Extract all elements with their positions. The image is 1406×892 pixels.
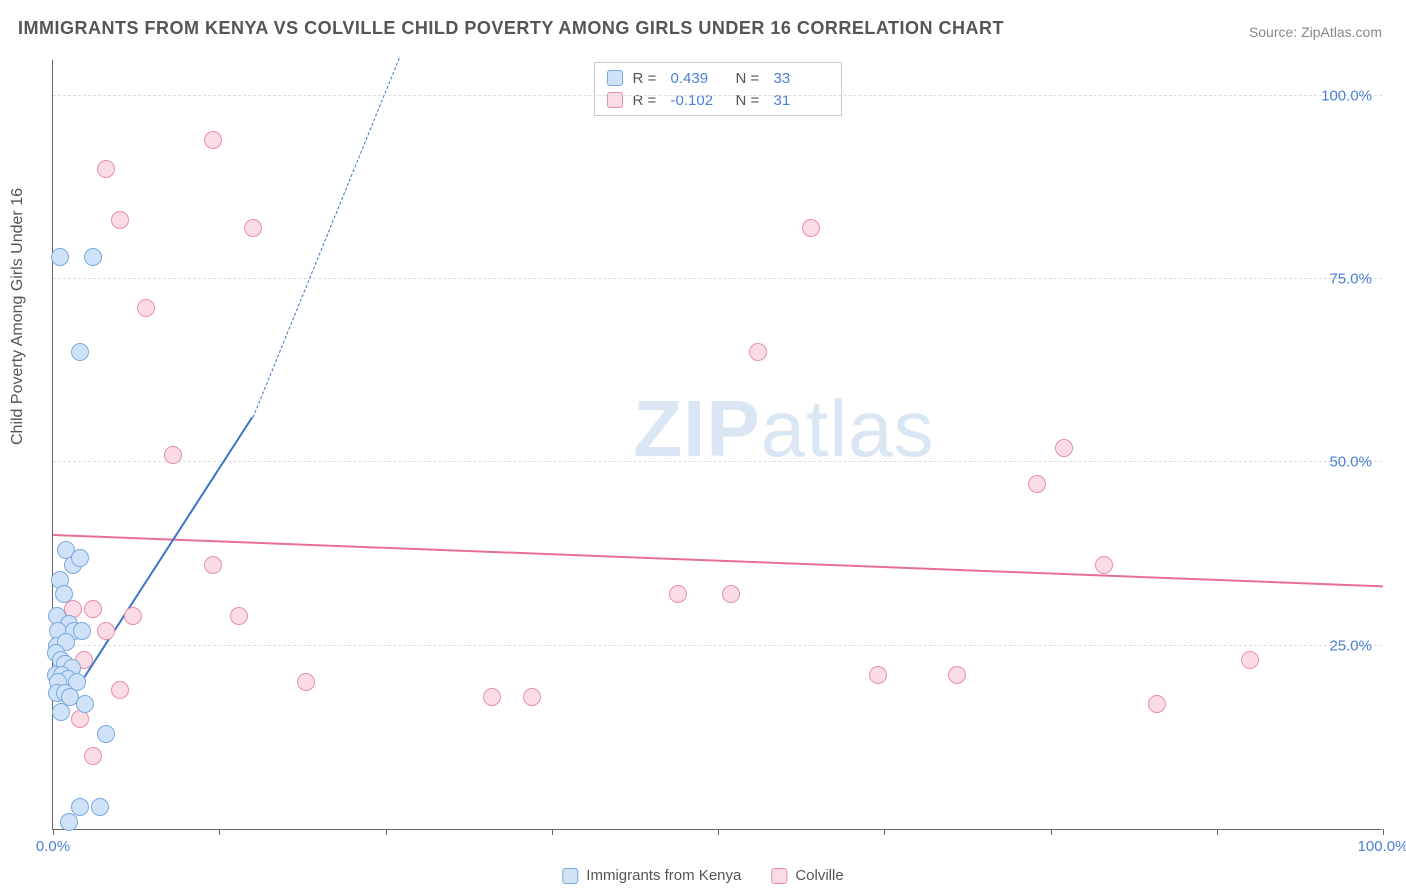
data-point-series-b [84, 747, 102, 765]
data-point-series-b [204, 556, 222, 574]
data-point-series-b [297, 673, 315, 691]
legend-row-series-a: R = 0.439 N = 33 [607, 67, 829, 89]
legend-swatch-icon [771, 868, 787, 884]
data-point-series-b [483, 688, 501, 706]
gridline [53, 278, 1382, 279]
data-point-series-a [51, 248, 69, 266]
data-point-series-b [97, 622, 115, 640]
data-point-series-b [124, 607, 142, 625]
data-point-series-b [1055, 439, 1073, 457]
data-point-series-a [71, 549, 89, 567]
data-point-series-a [76, 695, 94, 713]
legend-label-series-a: Immigrants from Kenya [586, 867, 741, 884]
data-point-series-b [1028, 475, 1046, 493]
data-point-series-b [1241, 651, 1259, 669]
y-axis-label: Child Poverty Among Girls Under 16 [9, 188, 27, 445]
data-point-series-b [111, 211, 129, 229]
gridline [53, 461, 1382, 462]
legend-row-series-b: R = -0.102 N = 31 [607, 89, 829, 111]
x-tick [884, 829, 885, 835]
x-tick [1383, 829, 1384, 835]
watermark-light: atlas [761, 384, 935, 473]
trend-line [53, 534, 1383, 587]
data-point-series-a [73, 622, 91, 640]
data-point-series-b [669, 585, 687, 603]
watermark-bold: ZIP [633, 384, 760, 473]
legend-item-series-a: Immigrants from Kenya [562, 867, 741, 884]
legend-swatch-icon [562, 868, 578, 884]
data-point-series-b [244, 219, 262, 237]
data-point-series-b [137, 299, 155, 317]
data-point-series-b [230, 607, 248, 625]
data-point-series-b [111, 681, 129, 699]
x-tick [53, 829, 54, 835]
x-tick [718, 829, 719, 835]
trend-line-extrapolated [252, 58, 399, 418]
y-tick-label: 50.0% [1329, 454, 1372, 471]
data-point-series-b [164, 446, 182, 464]
data-point-series-b [97, 160, 115, 178]
x-tick [386, 829, 387, 835]
data-point-series-b [204, 131, 222, 149]
data-point-series-a [55, 585, 73, 603]
x-tick [552, 829, 553, 835]
n-value-series-a: 33 [774, 70, 829, 87]
data-point-series-b [1148, 695, 1166, 713]
data-point-series-a [60, 813, 78, 831]
n-label: N = [736, 70, 764, 87]
x-tick [1217, 829, 1218, 835]
data-point-series-b [802, 219, 820, 237]
x-tick-label-right: 100.0% [1358, 838, 1406, 855]
x-tick-label-left: 0.0% [36, 838, 70, 855]
data-point-series-b [869, 666, 887, 684]
legend-item-series-b: Colville [771, 867, 843, 884]
data-point-series-b [523, 688, 541, 706]
y-tick-label: 25.0% [1329, 637, 1372, 654]
legend-series: Immigrants from Kenya Colville [562, 867, 843, 884]
r-label: R = [633, 70, 661, 87]
data-point-series-a [97, 725, 115, 743]
gridline [53, 645, 1382, 646]
data-point-series-a [91, 798, 109, 816]
legend-swatch-series-a [607, 70, 623, 86]
y-tick-label: 100.0% [1321, 87, 1372, 104]
data-point-series-a [84, 248, 102, 266]
data-point-series-a [52, 703, 70, 721]
plot-area: ZIPatlas R = 0.439 N = 33 R = -0.102 N =… [52, 60, 1382, 830]
x-tick [219, 829, 220, 835]
y-tick-label: 75.0% [1329, 271, 1372, 288]
x-tick [1051, 829, 1052, 835]
gridline [53, 95, 1382, 96]
r-value-series-a: 0.439 [671, 70, 726, 87]
data-point-series-b [84, 600, 102, 618]
data-point-series-b [749, 343, 767, 361]
chart-container: IMMIGRANTS FROM KENYA VS COLVILLE CHILD … [0, 0, 1406, 892]
data-point-series-b [1095, 556, 1113, 574]
chart-title: IMMIGRANTS FROM KENYA VS COLVILLE CHILD … [18, 18, 1004, 39]
data-point-series-b [948, 666, 966, 684]
legend-correlation: R = 0.439 N = 33 R = -0.102 N = 31 [594, 62, 842, 116]
source-attribution: Source: ZipAtlas.com [1249, 24, 1382, 40]
data-point-series-a [71, 343, 89, 361]
data-point-series-b [722, 585, 740, 603]
legend-label-series-b: Colville [795, 867, 843, 884]
